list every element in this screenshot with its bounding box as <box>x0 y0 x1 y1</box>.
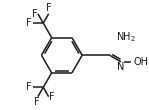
Text: N: N <box>117 62 125 72</box>
Text: NH$_2$: NH$_2$ <box>116 31 136 44</box>
Text: F: F <box>49 92 55 102</box>
Text: F: F <box>26 18 32 28</box>
Text: OH: OH <box>134 57 149 67</box>
Text: F: F <box>34 97 40 107</box>
Text: F: F <box>32 9 37 19</box>
Text: F: F <box>46 3 51 13</box>
Text: F: F <box>26 82 32 92</box>
